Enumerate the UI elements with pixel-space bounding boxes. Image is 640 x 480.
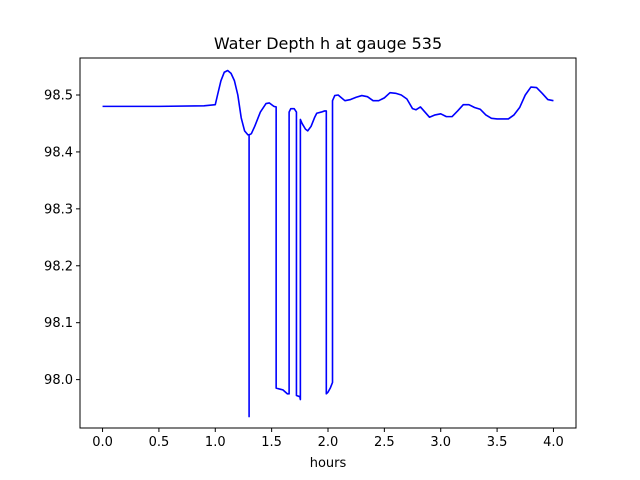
x-tick-label: 1.5 — [261, 435, 282, 450]
x-tick-label: 2.5 — [374, 435, 395, 450]
x-axis-label: hours — [310, 456, 347, 471]
x-axis: 0.0 0.5 1.0 1.5 2.0 2.5 3.0 3.5 4.0 — [92, 428, 564, 450]
x-tick-label: 3.0 — [430, 435, 451, 450]
x-tick-label: 0.0 — [92, 435, 113, 450]
x-tick-label: 4.0 — [543, 435, 564, 450]
y-tick-label: 98.5 — [44, 89, 73, 104]
y-tick-label: 98.4 — [44, 145, 73, 160]
series-line-0 — [102, 69, 554, 418]
y-tick-label: 98.3 — [44, 202, 73, 217]
y-tick-label: 98.1 — [44, 316, 73, 331]
y-axis: 98.0 98.1 98.2 98.3 98.4 98.5 — [44, 89, 80, 388]
chart-title: Water Depth h at gauge 535 — [214, 34, 442, 53]
plot-frame — [79, 57, 577, 429]
y-tick-label: 98.0 — [44, 373, 73, 388]
x-tick-label: 2.0 — [318, 435, 339, 450]
y-tick-label: 98.2 — [44, 259, 73, 274]
x-tick-label: 0.5 — [149, 435, 170, 450]
x-tick-label: 3.5 — [487, 435, 508, 450]
x-tick-label: 1.0 — [205, 435, 226, 450]
